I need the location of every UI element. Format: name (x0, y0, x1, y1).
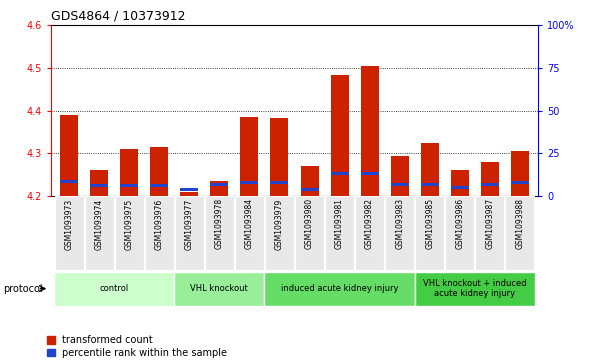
FancyBboxPatch shape (205, 196, 234, 270)
Text: GSM1093978: GSM1093978 (215, 198, 224, 249)
FancyBboxPatch shape (475, 196, 504, 270)
Text: GSM1093987: GSM1093987 (486, 198, 494, 249)
FancyBboxPatch shape (115, 196, 144, 270)
FancyBboxPatch shape (235, 196, 264, 270)
Bar (60, 180, 78, 183)
Text: GSM1093981: GSM1093981 (335, 198, 344, 249)
Text: VHL knockout + induced
acute kidney injury: VHL knockout + induced acute kidney inju… (423, 279, 526, 298)
FancyBboxPatch shape (145, 196, 174, 270)
FancyBboxPatch shape (295, 196, 324, 270)
Text: GSM1093988: GSM1093988 (516, 198, 524, 249)
Bar (120, 149, 138, 196)
Text: GSM1093973: GSM1093973 (65, 198, 73, 249)
Bar (270, 118, 288, 196)
Bar (511, 151, 529, 196)
FancyBboxPatch shape (55, 196, 84, 270)
Bar (391, 183, 409, 185)
FancyBboxPatch shape (265, 196, 294, 270)
Text: GSM1093982: GSM1093982 (365, 198, 374, 249)
FancyBboxPatch shape (415, 196, 444, 270)
Text: GSM1093977: GSM1093977 (185, 198, 194, 249)
Text: GSM1093984: GSM1093984 (245, 198, 254, 249)
FancyBboxPatch shape (264, 272, 415, 306)
Bar (120, 184, 138, 187)
FancyBboxPatch shape (175, 196, 204, 270)
Bar (240, 181, 258, 184)
Bar (331, 75, 349, 196)
Bar (180, 188, 198, 191)
FancyBboxPatch shape (325, 196, 354, 270)
FancyBboxPatch shape (445, 196, 474, 270)
Bar (481, 162, 499, 196)
FancyBboxPatch shape (385, 196, 414, 270)
Text: GSM1093980: GSM1093980 (305, 198, 314, 249)
Bar (210, 183, 228, 185)
Text: GSM1093985: GSM1093985 (426, 198, 434, 249)
FancyBboxPatch shape (54, 272, 174, 306)
Text: GSM1093976: GSM1093976 (155, 198, 163, 249)
Bar (150, 147, 168, 196)
Text: GSM1093975: GSM1093975 (125, 198, 133, 249)
Text: GSM1093979: GSM1093979 (275, 198, 284, 249)
Bar (90, 184, 108, 187)
Bar (60, 115, 78, 196)
Bar (331, 172, 349, 175)
Bar (300, 188, 319, 191)
Bar (361, 172, 379, 175)
Text: GSM1093983: GSM1093983 (395, 198, 404, 249)
Bar (300, 166, 319, 196)
Bar (421, 143, 439, 196)
Bar (180, 192, 198, 196)
Text: control: control (100, 284, 129, 293)
Bar (240, 117, 258, 196)
Text: induced acute kidney injury: induced acute kidney injury (281, 284, 398, 293)
Bar (481, 183, 499, 185)
Bar (270, 181, 288, 184)
FancyBboxPatch shape (415, 272, 535, 306)
Bar (451, 186, 469, 189)
Bar (210, 181, 228, 196)
Bar (391, 155, 409, 196)
Text: GDS4864 / 10373912: GDS4864 / 10373912 (51, 9, 186, 22)
Text: GSM1093974: GSM1093974 (95, 198, 103, 249)
Bar (361, 66, 379, 196)
FancyBboxPatch shape (505, 196, 534, 270)
Text: VHL knockout: VHL knockout (191, 284, 248, 293)
FancyBboxPatch shape (85, 196, 114, 270)
FancyBboxPatch shape (355, 196, 384, 270)
Bar (511, 181, 529, 184)
Text: protocol: protocol (3, 284, 43, 294)
Bar (421, 183, 439, 185)
Bar (451, 171, 469, 196)
Legend: transformed count, percentile rank within the sample: transformed count, percentile rank withi… (47, 335, 228, 358)
Bar (90, 171, 108, 196)
Bar (150, 184, 168, 187)
FancyBboxPatch shape (174, 272, 264, 306)
Text: GSM1093986: GSM1093986 (456, 198, 464, 249)
